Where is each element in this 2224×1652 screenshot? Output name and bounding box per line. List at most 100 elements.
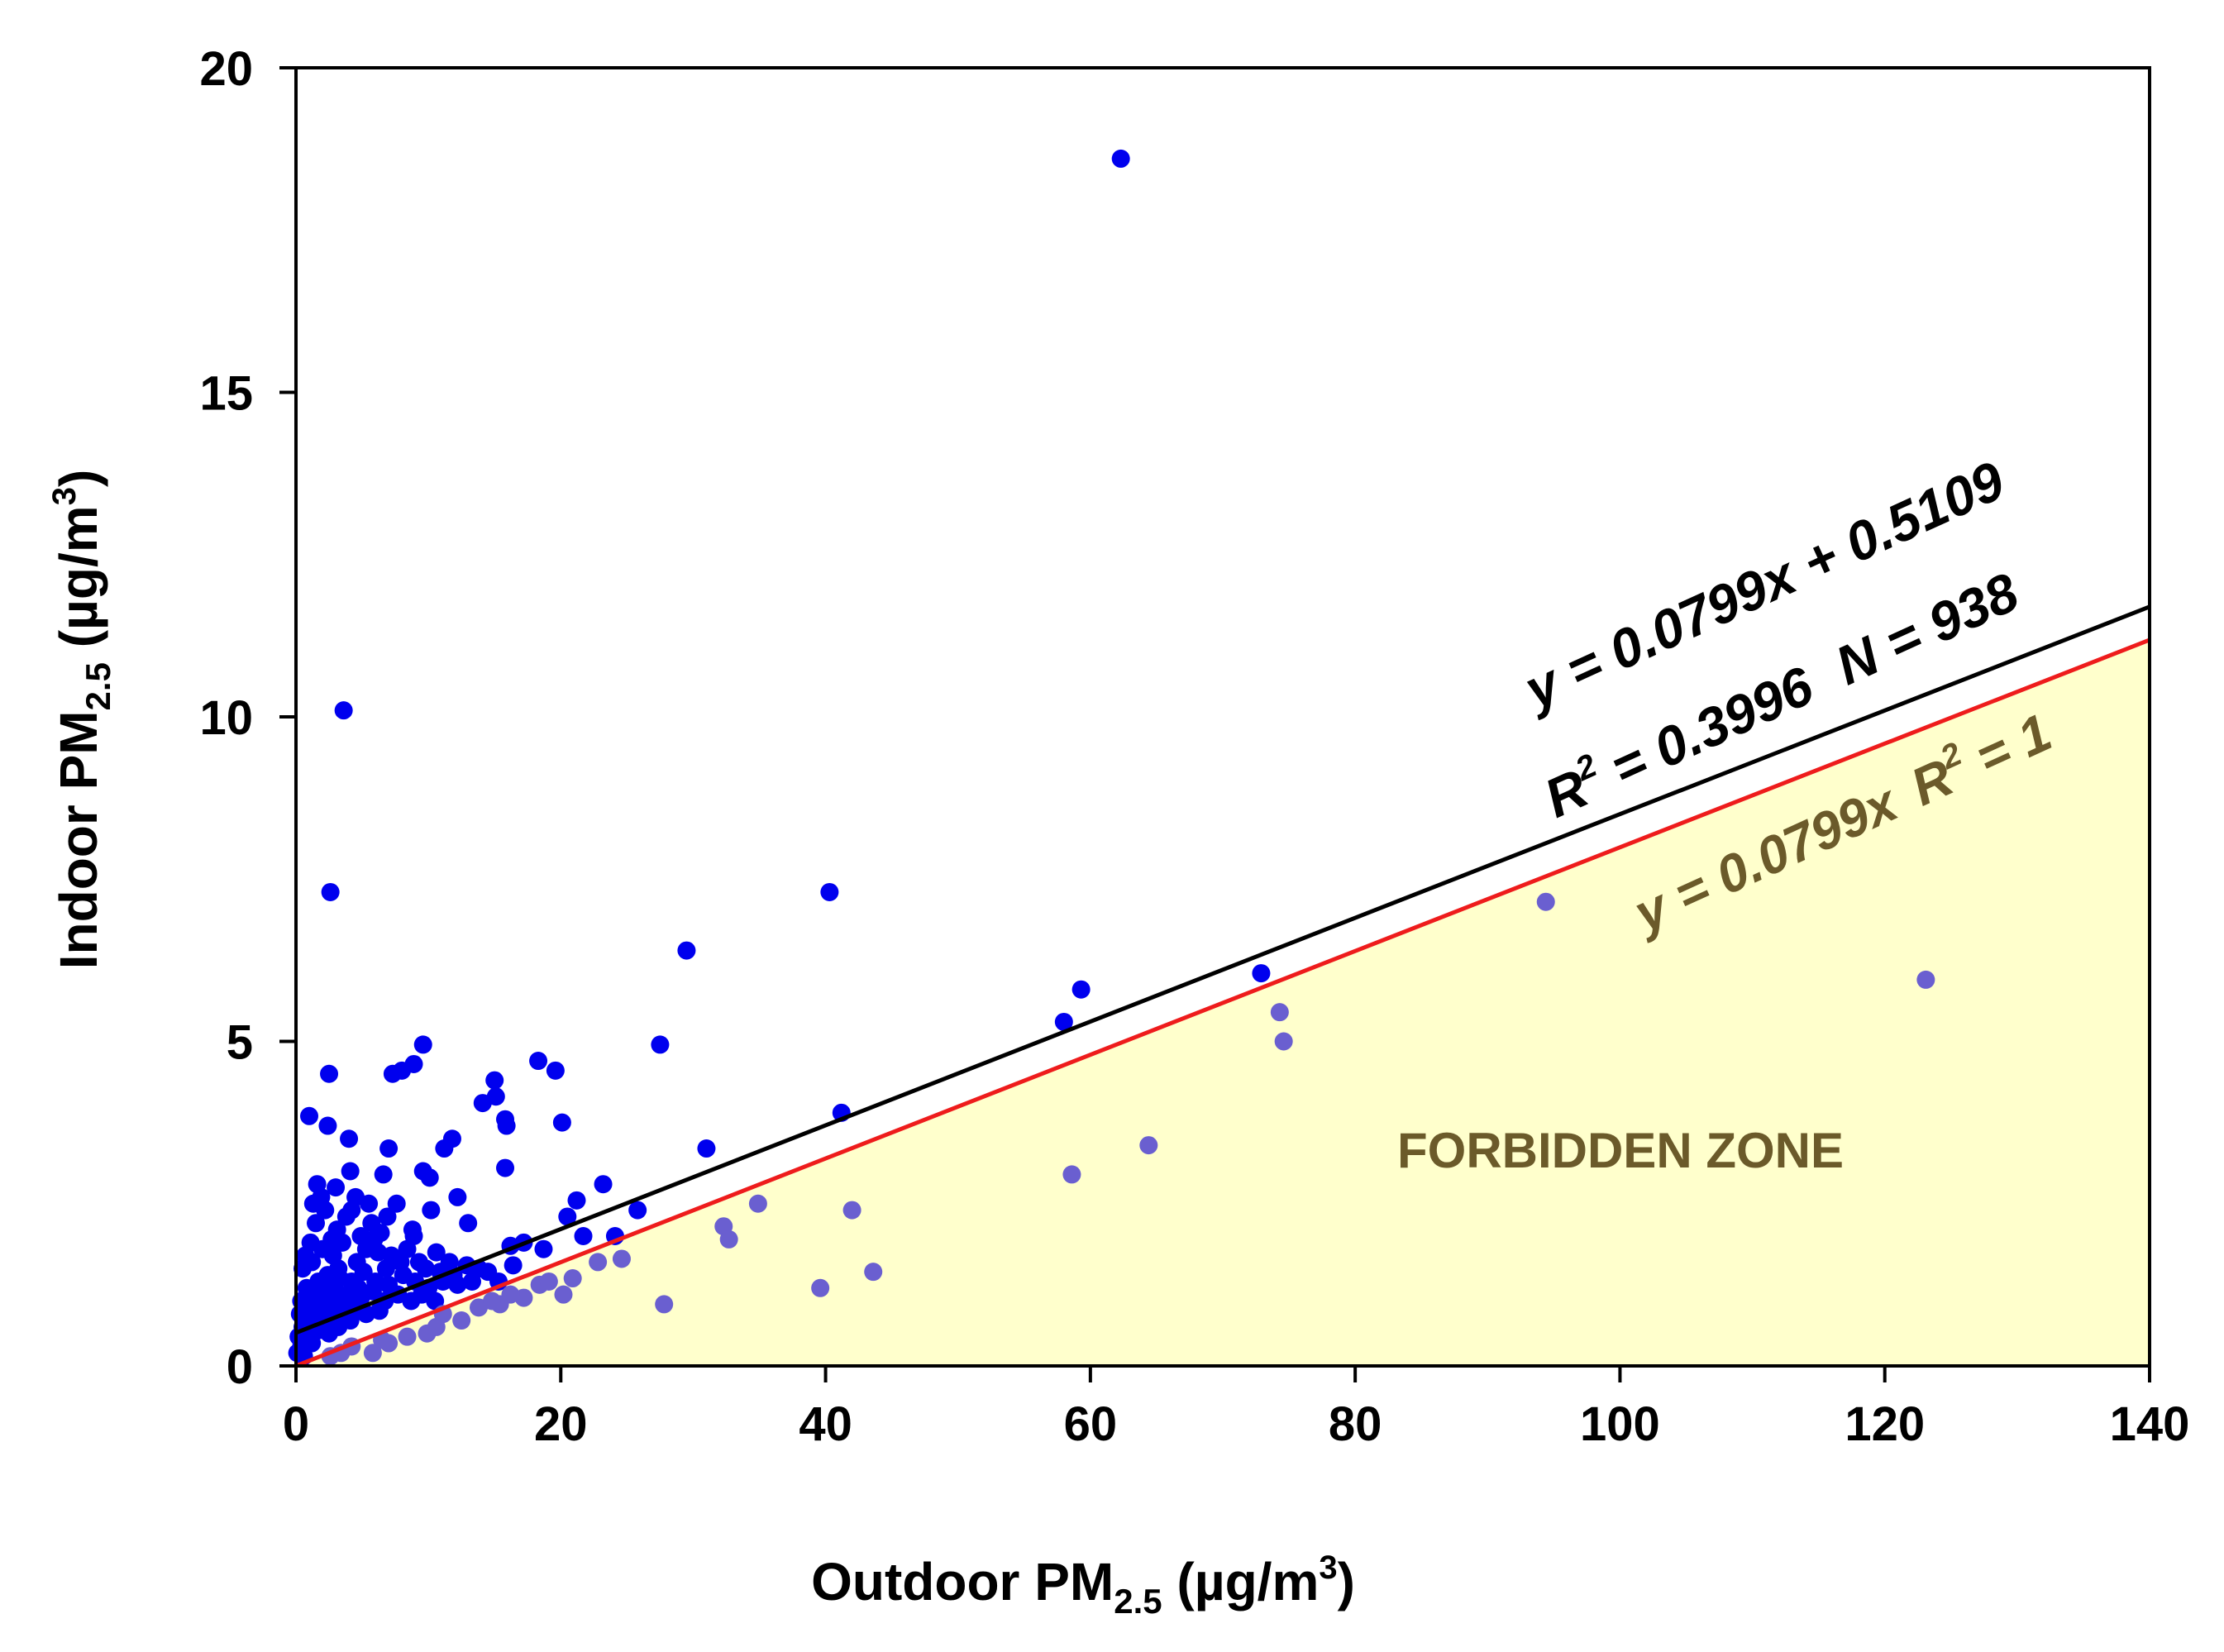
data-point xyxy=(365,1229,384,1249)
y-label-main: Indoor PM xyxy=(49,710,108,969)
data-point xyxy=(628,1201,647,1220)
y-tick-label: 0 xyxy=(227,1340,253,1394)
data-point xyxy=(539,1272,558,1291)
x-tick-label: 40 xyxy=(799,1397,852,1451)
y-tick-label: 15 xyxy=(199,367,253,421)
data-point xyxy=(1071,980,1091,999)
data-point xyxy=(416,1259,435,1278)
data-point xyxy=(697,1139,716,1158)
data-point xyxy=(554,1285,573,1304)
x-tick-label: 100 xyxy=(1580,1397,1660,1451)
data-point xyxy=(748,1194,767,1213)
data-point xyxy=(325,1278,344,1297)
x-label-sub: 2.5 xyxy=(1114,1582,1162,1621)
data-point xyxy=(594,1175,613,1194)
data-point xyxy=(452,1311,471,1330)
data-point xyxy=(374,1165,393,1184)
y-tick-label: 5 xyxy=(227,1016,253,1070)
data-point xyxy=(312,1187,331,1206)
data-point xyxy=(534,1239,553,1258)
data-point xyxy=(420,1168,439,1187)
data-point xyxy=(497,1116,516,1135)
data-point xyxy=(379,1139,399,1158)
y-label-unit-open: (µg/m xyxy=(49,505,108,662)
data-point xyxy=(341,1162,360,1181)
data-point xyxy=(363,1344,382,1363)
x-tick-label: 140 xyxy=(2110,1397,2190,1451)
data-point xyxy=(1111,149,1130,168)
data-point xyxy=(320,1064,339,1083)
data-point xyxy=(1054,1012,1073,1031)
data-point xyxy=(340,1129,359,1148)
data-point xyxy=(504,1256,523,1275)
data-point xyxy=(864,1263,883,1282)
data-point xyxy=(391,1253,410,1272)
data-point xyxy=(383,1064,402,1083)
data-point xyxy=(300,1106,319,1125)
x-label-unit-open: (µg/m xyxy=(1162,1552,1320,1611)
data-point xyxy=(378,1207,397,1226)
data-point xyxy=(501,1285,520,1304)
data-point xyxy=(321,882,340,901)
y-label-unit-close: ) xyxy=(49,470,108,487)
data-point xyxy=(422,1201,441,1220)
data-point xyxy=(496,1158,515,1177)
x-label-unit-sup: 3 xyxy=(1319,1549,1337,1586)
data-point xyxy=(413,1035,432,1054)
data-point xyxy=(558,1207,577,1226)
data-point xyxy=(567,1191,586,1210)
y-label-sub: 2.5 xyxy=(79,662,117,710)
data-point xyxy=(1270,1003,1289,1022)
data-point xyxy=(336,1207,356,1226)
data-point xyxy=(349,1278,368,1297)
data-point xyxy=(334,701,353,720)
data-point xyxy=(563,1269,582,1288)
data-point xyxy=(529,1052,548,1071)
data-point xyxy=(842,1201,861,1220)
y-tick-label: 10 xyxy=(199,691,253,745)
data-point xyxy=(329,1259,348,1278)
data-point xyxy=(552,1113,571,1132)
forbidden-zone-label: FORBIDDEN ZONE xyxy=(1397,1123,1844,1178)
data-point xyxy=(448,1187,467,1206)
data-point xyxy=(320,1324,339,1343)
data-point xyxy=(307,1214,326,1233)
data-point xyxy=(462,1272,481,1291)
x-tick-label: 0 xyxy=(283,1397,309,1451)
y-label-unit-sup: 3 xyxy=(46,487,83,505)
data-point xyxy=(719,1229,738,1249)
data-point xyxy=(360,1194,379,1213)
data-point xyxy=(427,1243,446,1262)
data-point xyxy=(427,1317,446,1336)
x-tick-label: 120 xyxy=(1845,1397,1925,1451)
bound-line xyxy=(295,637,2150,1368)
x-tick-label: 80 xyxy=(1329,1397,1382,1451)
fit-line xyxy=(295,604,2150,1335)
data-point xyxy=(459,1214,478,1233)
data-point xyxy=(327,1178,346,1197)
data-point xyxy=(376,1259,395,1278)
data-point xyxy=(574,1227,593,1245)
data-point xyxy=(370,1301,389,1320)
data-point xyxy=(820,882,839,901)
data-point xyxy=(811,1278,830,1297)
data-point xyxy=(655,1295,674,1314)
data-point xyxy=(1536,892,1555,911)
data-point xyxy=(677,941,696,960)
data-point xyxy=(1139,1136,1158,1155)
data-point xyxy=(404,1227,423,1245)
y-tick-label: 20 xyxy=(199,42,253,96)
data-point xyxy=(473,1094,492,1113)
data-point xyxy=(589,1253,608,1272)
data-point xyxy=(612,1249,631,1268)
data-point xyxy=(1062,1165,1081,1184)
y-axis-label: Indoor PM2.5 (µg/m3) xyxy=(46,470,117,970)
x-label-unit-close: ) xyxy=(1338,1552,1355,1611)
data-point xyxy=(341,1311,360,1330)
data-point xyxy=(546,1061,565,1080)
data-point xyxy=(322,1229,341,1249)
data-point xyxy=(1916,970,1935,989)
x-label-main: Outdoor PM xyxy=(811,1552,1114,1611)
data-point xyxy=(651,1035,670,1054)
